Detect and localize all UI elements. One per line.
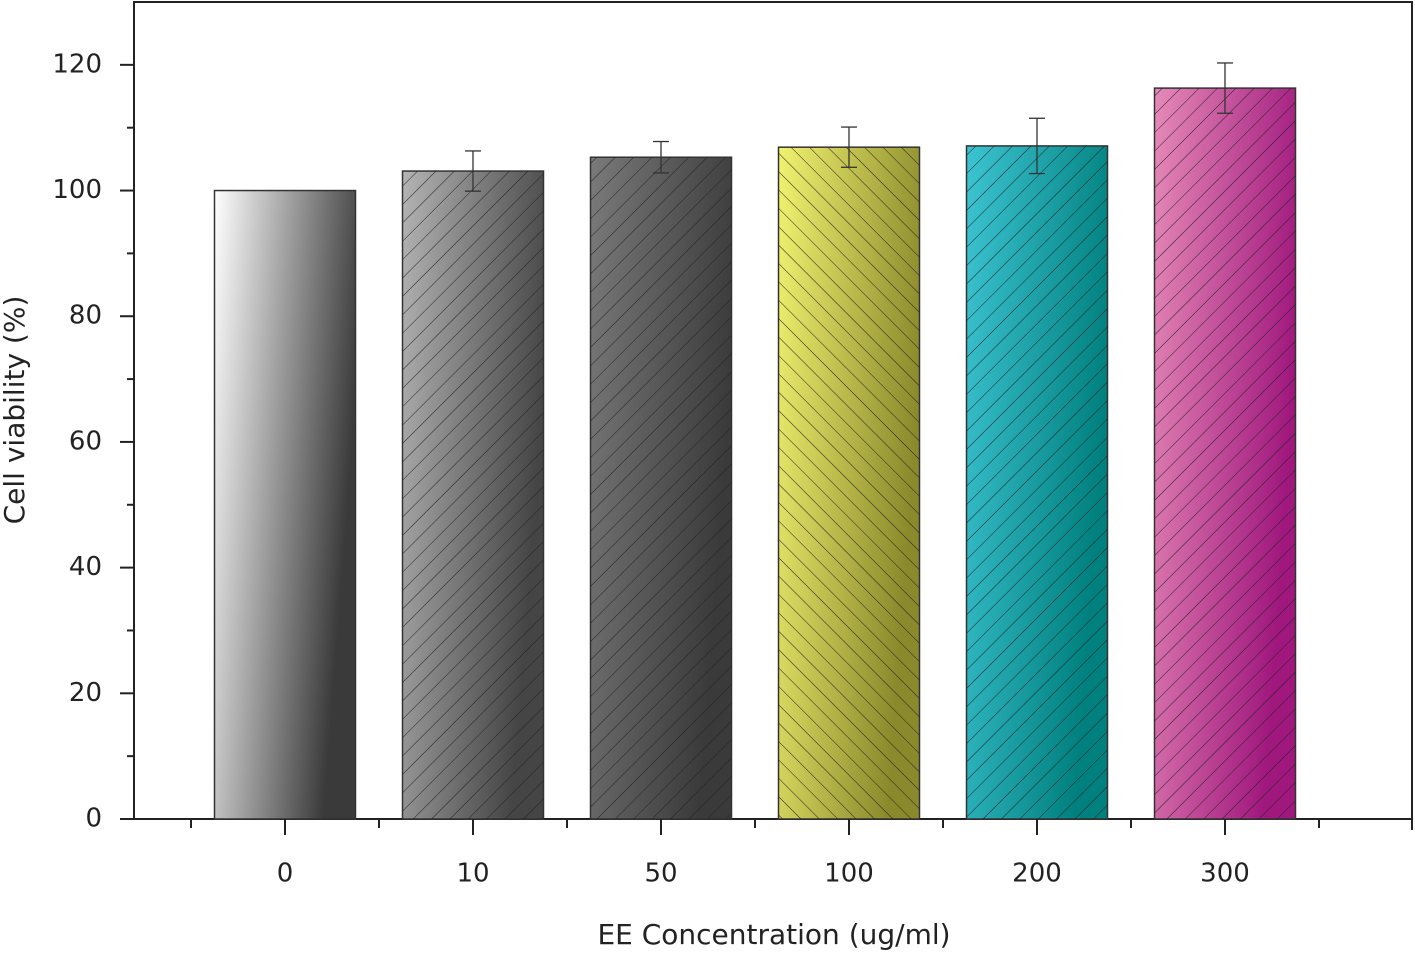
y-tick-label: 120 (52, 49, 102, 79)
x-axis-title: EE Concentration (ug/ml) (597, 918, 950, 951)
y-tick-label: 0 (85, 804, 102, 834)
x-tick-label: 200 (1012, 859, 1062, 889)
y-tick-label: 40 (69, 552, 102, 582)
x-tick-label: 10 (456, 859, 489, 889)
bar (213, 189, 357, 820)
error-bar (1029, 117, 1045, 175)
bar-hatch (590, 157, 732, 820)
plot-frame (133, 1, 1413, 830)
y-tick-label: 80 (69, 301, 102, 331)
y-tick-label: 60 (69, 426, 102, 456)
y-tick-label: 100 (52, 175, 102, 205)
x-tick-label: 300 (1200, 859, 1250, 889)
error-bar (1217, 62, 1233, 114)
y-axis-title: Cell viability (%) (0, 296, 31, 525)
x-tick-label: 100 (824, 859, 874, 889)
x-tick-label: 50 (644, 859, 677, 889)
bar-hatch (402, 171, 544, 819)
y-tick-label: 20 (69, 678, 102, 708)
error-bar (653, 140, 669, 174)
bar-hatch (1154, 88, 1296, 819)
error-bar (465, 150, 481, 192)
error-bar (841, 126, 857, 168)
x-tick-label: 0 (277, 859, 294, 889)
bar-hatch (778, 147, 920, 819)
bar-hatch (966, 145, 1108, 819)
